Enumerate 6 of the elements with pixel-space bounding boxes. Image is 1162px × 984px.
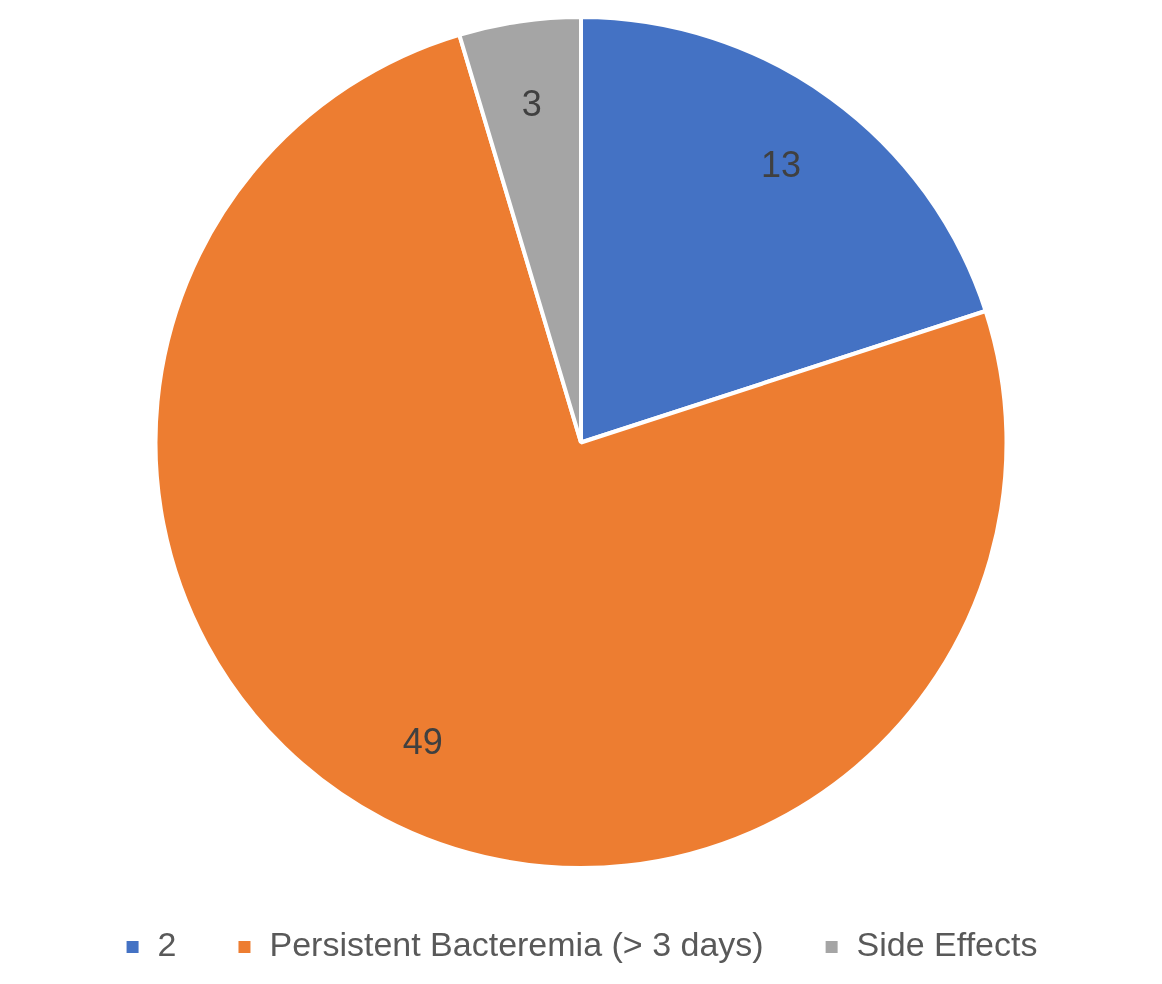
legend-label: Persistent Bacteremia (> 3 days) xyxy=(269,925,764,964)
data-label: 3 xyxy=(521,82,542,124)
data-label: 13 xyxy=(761,144,802,186)
legend-label: 2 xyxy=(157,925,177,964)
data-label: 49 xyxy=(402,720,443,762)
legend-label: Side Effects xyxy=(856,925,1038,964)
